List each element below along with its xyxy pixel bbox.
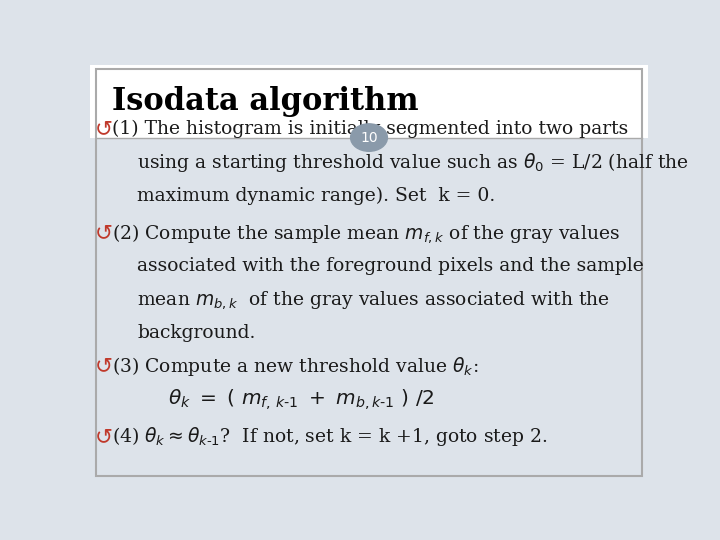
Text: ↺: ↺ [95,427,113,447]
Text: Isodata algorithm: Isodata algorithm [112,86,419,117]
Text: $\theta_k \ = \ ( \ m_{f,\,k\text{-}1} \ + \ m_{b,k\text{-}1} \ ) \ / 2$: $\theta_k \ = \ ( \ m_{f,\,k\text{-}1} \… [168,387,434,412]
Circle shape [351,124,387,151]
Text: associated with the foreground pixels and the sample: associated with the foreground pixels an… [138,258,644,275]
Text: maximum dynamic range). Set  k = 0.: maximum dynamic range). Set k = 0. [138,187,495,205]
Text: (3) Compute a new threshold value $\theta_k$:: (3) Compute a new threshold value $\thet… [112,355,479,378]
Text: ↺: ↺ [95,356,113,376]
Bar [90,65,648,138]
Text: mean $m_{b,k}$  of the gray values associated with the: mean $m_{b,k}$ of the gray values associ… [138,289,611,310]
Text: background.: background. [138,324,256,342]
Text: (1) The histogram is initially segmented into two parts: (1) The histogram is initially segmented… [112,120,629,138]
Text: ↺: ↺ [95,119,113,139]
Text: 10: 10 [360,131,378,145]
Text: using a starting threshold value such as $\theta_0$ = L/2 (half the: using a starting threshold value such as… [138,151,690,174]
Text: ↺: ↺ [95,223,113,243]
Text: (4) $\theta_k \approx \theta_{k\text{-}1}$?  If not, set k = k +1, goto step 2.: (4) $\theta_k \approx \theta_{k\text{-}1… [112,426,548,448]
Text: (2) Compute the sample mean $m_{f,k}$ of the gray values: (2) Compute the sample mean $m_{f,k}$ of… [112,222,620,245]
